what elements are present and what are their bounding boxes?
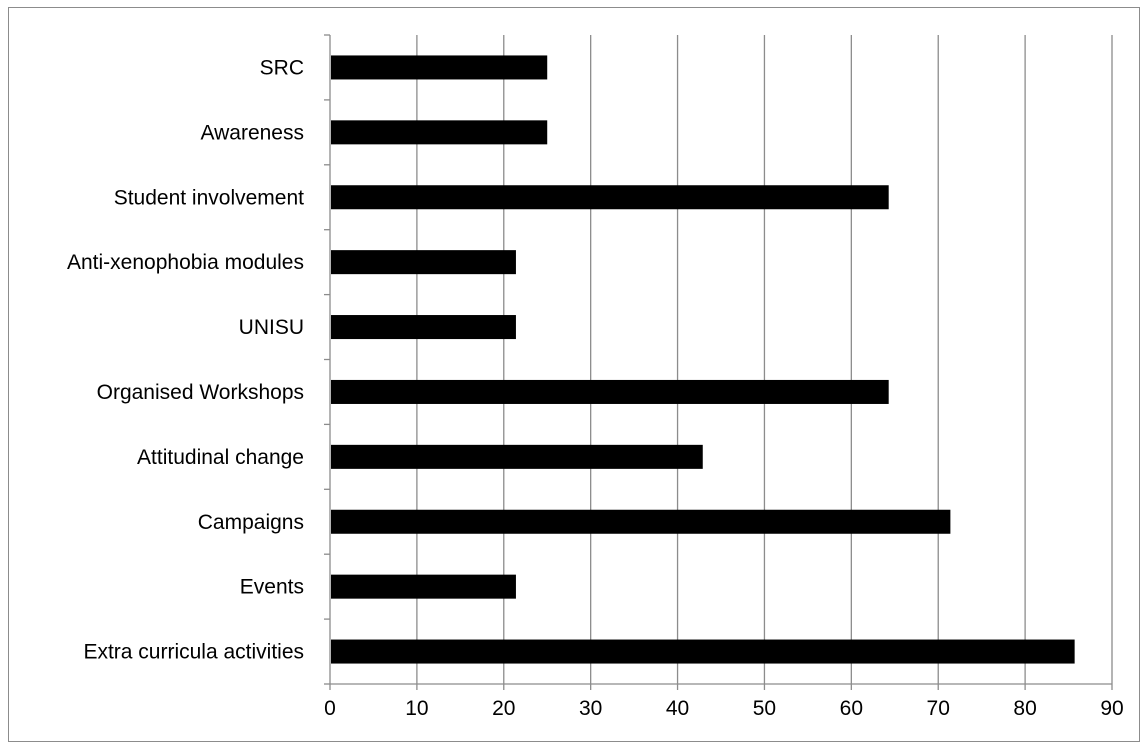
bar-anti-xenophobia-modules xyxy=(331,250,516,275)
y-category-label: Events xyxy=(240,576,304,599)
x-tick-label: 20 xyxy=(492,697,515,720)
bar-src xyxy=(331,55,548,80)
x-tick-label: 10 xyxy=(405,697,428,720)
x-tick-label: 80 xyxy=(1013,697,1036,720)
x-tick-label: 30 xyxy=(579,697,602,720)
bar-student-involvement xyxy=(331,185,889,210)
y-category-label: SRC xyxy=(260,56,304,79)
bar-organised-workshops xyxy=(331,379,889,404)
x-tick-label: 90 xyxy=(1100,697,1123,720)
y-category-label: Student involvement xyxy=(114,186,304,209)
x-tick-label: 70 xyxy=(927,697,950,720)
bar-extra-curricula-activities xyxy=(331,639,1075,664)
bars xyxy=(331,55,1075,664)
x-tick-label: 40 xyxy=(666,697,689,720)
y-category-label: Awareness xyxy=(200,121,304,144)
x-tick-label: 0 xyxy=(324,697,336,720)
labels: 0 10 20 30 40 50 60 70 80 90 SRC Awareness Student i… xyxy=(67,56,1124,720)
bar-events xyxy=(331,574,516,599)
y-category-label: Organised Workshops xyxy=(97,381,304,404)
y-category-label: Anti-xenophobia modules xyxy=(67,251,304,274)
bar-awareness xyxy=(331,120,548,145)
bar-campaigns xyxy=(331,509,951,534)
bar-unisu xyxy=(331,315,516,340)
chart-frame xyxy=(8,7,1140,742)
y-category-label: Attitudinal change xyxy=(137,446,304,469)
y-category-label: UNISU xyxy=(239,316,304,339)
y-category-label: Campaigns xyxy=(198,511,304,534)
axes xyxy=(324,34,1113,690)
x-tick-label: 60 xyxy=(840,697,863,720)
x-tick-label: 50 xyxy=(753,697,776,720)
bar-attitudinal-change xyxy=(331,444,703,469)
y-category-label: Extra curricula activities xyxy=(83,641,304,664)
